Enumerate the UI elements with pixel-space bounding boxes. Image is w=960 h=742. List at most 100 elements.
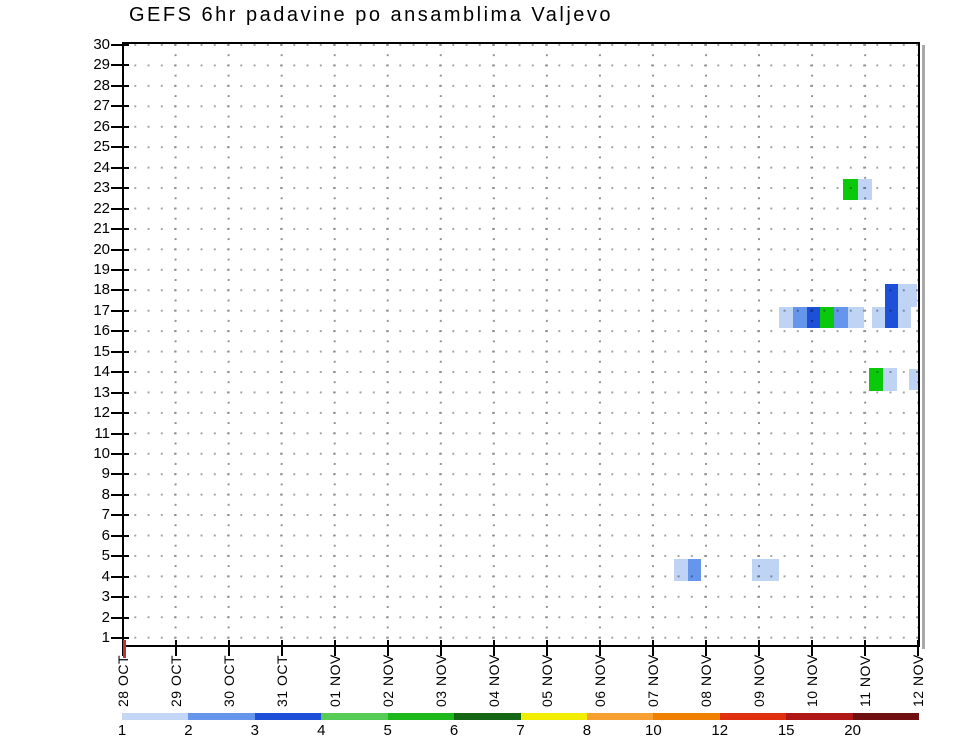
colorbar [122,713,920,720]
y-tick [111,412,129,415]
y-axis-label: 11 [94,424,110,442]
y-tick [111,289,129,292]
colorbar-segment [254,713,322,720]
colorbar-segment [852,713,920,720]
x-axis-label: 12 NOV [910,654,927,707]
x-tick [121,640,124,656]
y-tick [111,596,129,599]
y-tick [111,228,129,231]
x-tick [598,640,601,656]
y-tick [111,637,129,640]
y-axis-label: 7 [101,506,110,524]
x-tick [917,640,920,656]
y-tick [111,268,129,271]
x-axis-label: 05 NOV [538,654,555,707]
x-tick [652,640,654,656]
x-tick [864,640,867,656]
colorbar-label: 3 [250,722,259,739]
y-tick [111,84,129,87]
colorbar-label: 10 [644,722,662,739]
colorbar-label: 12 [711,722,729,739]
y-axis-label: 20 [93,240,110,258]
colorbar-segment [719,713,787,720]
precip-cell [885,307,898,328]
y-tick [111,371,129,374]
x-tick [492,640,495,656]
y-axis-label: 19 [93,260,110,278]
colorbar-label: 5 [383,722,392,739]
x-tick [174,640,177,656]
y-axis-label: 25 [93,138,110,156]
x-axis-label: 28 OCT [114,654,131,707]
precip-cell [848,307,864,328]
y-axis-label: 30 [93,36,110,53]
x-tick [705,640,708,656]
y-tick [111,330,129,333]
grid-dots [124,44,918,645]
y-axis-label: 13 [93,383,110,401]
x-axis-label: 01 NOV [326,654,343,707]
colorbar-label: 2 [184,722,193,739]
x-tick [280,640,283,656]
y-axis-label: 14 [93,363,110,381]
colorbar-label: 1 [117,722,127,739]
precip-cell [883,368,897,391]
precip-cell [869,368,883,391]
colorbar-segment [586,713,654,720]
y-tick [111,350,129,353]
y-axis-label: 5 [101,547,110,565]
colorbar-label: 7 [516,722,525,739]
y-axis-label: 1 [101,629,110,647]
x-axis-label: 03 NOV [432,654,449,707]
precip-cell [898,307,911,328]
colorbar-segment [520,713,587,720]
x-axis-label: 10 NOV [804,654,821,707]
y-tick [111,534,129,537]
x-tick [758,640,761,656]
precip-cell [909,369,918,390]
colorbar-segment [786,713,853,720]
y-axis-label: 28 [93,76,110,94]
y-tick [111,64,129,67]
y-tick [111,616,129,619]
precip-cell [752,559,779,581]
precip-cell [674,559,688,581]
y-tick [111,514,129,517]
x-axis-label: 06 NOV [591,654,608,707]
precip-cell [843,179,858,200]
precip-cell [885,284,898,307]
precip-cell [834,307,848,328]
y-tick [111,453,129,455]
y-tick [111,555,129,558]
y-axis-label: 15 [93,342,110,360]
colorbar-label: 15 [777,722,795,739]
x-axis-label: 08 NOV [698,654,715,707]
y-axis-label: 29 [93,56,110,74]
y-tick [111,125,129,128]
x-tick [386,640,389,656]
y-tick [111,309,129,312]
y-axis-label: 27 [93,97,110,115]
plot-frame-shadow [922,45,925,649]
x-axis-label: 11 NOV [857,655,874,707]
y-axis-label: 26 [93,117,110,135]
y-tick [111,473,129,476]
x-axis-label: 09 NOV [751,654,768,707]
y-axis-label: 21 [93,220,110,238]
colorbar-segment [188,713,255,720]
y-axis-label: 3 [101,588,110,606]
precip-cell [688,559,701,581]
colorbar-segment [653,713,720,720]
x-tick [439,640,442,656]
y-tick [111,391,129,394]
precip-cell [872,307,885,328]
y-tick [111,146,129,149]
colorbar-label: 20 [844,722,861,739]
x-tick [811,640,814,656]
x-axis-label: 31 OCT [273,654,290,707]
y-axis-label: 9 [101,465,110,483]
precip-cell [793,307,807,328]
origin-time-tick [123,640,126,658]
y-axis-label: 4 [101,567,110,585]
y-axis-label: 16 [93,322,110,340]
